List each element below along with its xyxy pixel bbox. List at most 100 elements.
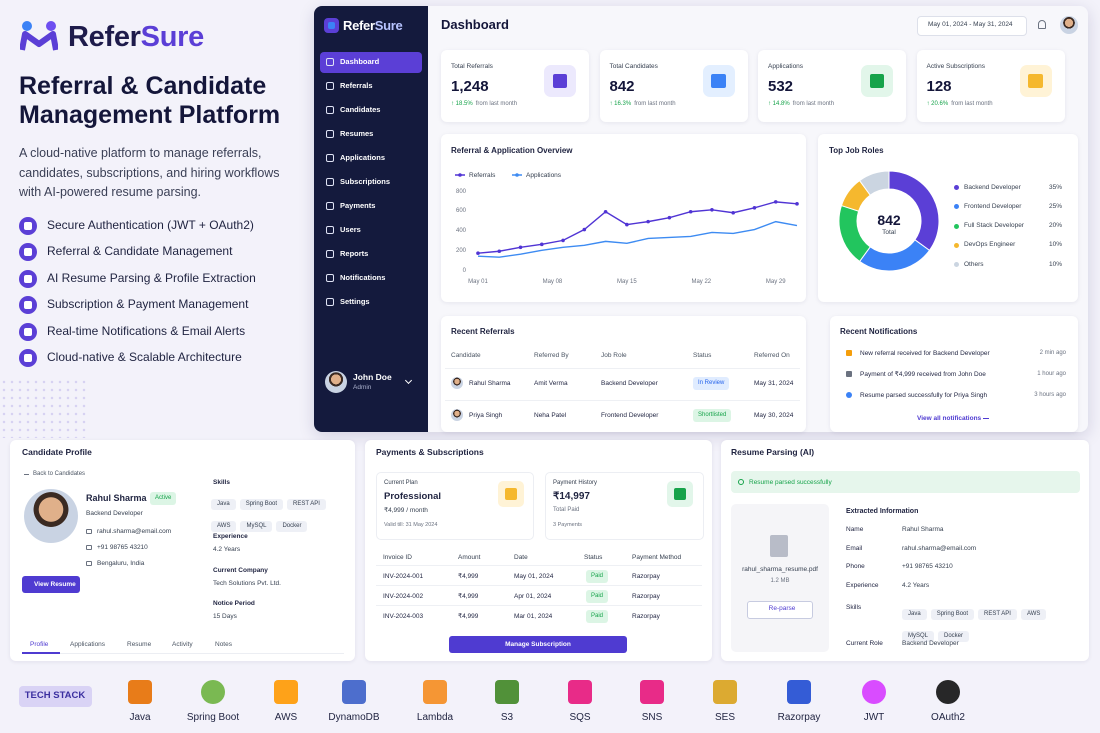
stat-change-value: ↑ 18.5% bbox=[451, 101, 473, 107]
skill-chip: Docker bbox=[276, 520, 308, 532]
x-tick-label: May 15 bbox=[617, 279, 637, 285]
nav-item[interactable]: Reports bbox=[340, 249, 369, 258]
back-link[interactable]: Back to Candidates bbox=[33, 471, 86, 477]
plan-name: Professional bbox=[384, 491, 442, 502]
donut-center-label: Total bbox=[882, 229, 896, 236]
notification-time: 1 hour ago bbox=[1037, 370, 1066, 377]
chart-title: Top Job Roles bbox=[829, 146, 884, 155]
tech-icon bbox=[201, 680, 225, 704]
tech-name: S3 bbox=[500, 712, 514, 723]
nav-icon bbox=[326, 178, 334, 186]
view-resume-button[interactable] bbox=[22, 576, 80, 593]
candidate-card bbox=[10, 440, 355, 661]
y-tick-label: 600 bbox=[455, 208, 466, 215]
icon bbox=[544, 65, 576, 97]
nav-item[interactable]: Referrals bbox=[340, 81, 373, 90]
chart-title: Referral & Application Overview bbox=[451, 146, 573, 155]
referrals-card bbox=[441, 316, 806, 432]
status-badge: In Review bbox=[693, 377, 730, 390]
card-title: Recent Referrals bbox=[451, 327, 515, 336]
field-label: Notice Period bbox=[213, 600, 255, 607]
nav-item[interactable]: Users bbox=[340, 225, 361, 234]
user-name: John Doe bbox=[353, 372, 392, 382]
tab[interactable]: Resume bbox=[127, 641, 152, 648]
feature-item: AI Resume Parsing & Profile Extraction bbox=[47, 270, 256, 285]
tab[interactable]: Applications bbox=[70, 641, 106, 648]
row-divider bbox=[376, 605, 702, 606]
y-tick-label: 200 bbox=[455, 247, 466, 254]
field-value: Tech Solutions Pvt. Ltd. bbox=[213, 579, 281, 587]
icon-glyph bbox=[711, 73, 726, 89]
contact-phone: +91 98765 43210 bbox=[97, 544, 148, 551]
tech-icon bbox=[342, 680, 366, 704]
contact-icon bbox=[86, 561, 92, 566]
nav-icon bbox=[326, 130, 334, 138]
skill-chip: Spring Boot bbox=[930, 609, 975, 620]
nav-icon bbox=[326, 58, 334, 66]
date-picker[interactable] bbox=[917, 16, 1027, 36]
tech-icon bbox=[568, 680, 592, 704]
table-cell: ₹4,999 bbox=[458, 612, 479, 620]
page-title: Dashboard bbox=[441, 17, 509, 32]
hero-description: A cloud-native platform to manage referr… bbox=[19, 146, 280, 199]
status-badge: Paid bbox=[586, 610, 609, 623]
column-header: Date bbox=[514, 554, 528, 561]
legend-label: Full Stack Developer bbox=[964, 222, 1024, 230]
table-cell: ₹4,999 bbox=[458, 592, 479, 600]
icon bbox=[19, 243, 37, 262]
nav-item[interactable]: Applications bbox=[340, 153, 386, 162]
feature-item: Cloud-native & Scalable Architecture bbox=[47, 350, 242, 364]
date-range[interactable]: May 01, 2024 - May 31, 2024 bbox=[928, 21, 1013, 28]
nav-item[interactable]: Candidates bbox=[340, 105, 381, 114]
icon bbox=[19, 322, 37, 341]
field-label: Experience bbox=[846, 581, 879, 589]
contact-email: rahul.sharma@email.com bbox=[97, 528, 172, 535]
button-label[interactable]: View Resume bbox=[34, 581, 76, 588]
tech-name: JWT bbox=[863, 712, 885, 723]
hero-title: Referral & Candidate Management Platform bbox=[19, 72, 281, 129]
nav-item[interactable]: Dashboard bbox=[340, 57, 380, 66]
stat-label: Total Referrals bbox=[451, 63, 493, 70]
success-text: Resume parsed successfully bbox=[749, 479, 832, 486]
file-name: rahul_sharma_resume.pdf bbox=[742, 566, 818, 573]
table-cell: Apr 01, 2024 bbox=[514, 592, 552, 600]
column-header: Candidate bbox=[451, 352, 481, 359]
x-tick-label: May 08 bbox=[542, 279, 563, 285]
table-cell: Amit Verma bbox=[534, 379, 568, 387]
icon-glyph bbox=[328, 22, 335, 29]
history-label: Payment History bbox=[553, 480, 598, 486]
contact-location: Bengaluru, India bbox=[97, 560, 145, 567]
status-badge: Paid bbox=[586, 590, 609, 603]
tab[interactable]: Activity bbox=[172, 641, 193, 648]
nav-item[interactable]: Payments bbox=[340, 201, 376, 210]
value-label: 35% bbox=[1048, 183, 1062, 191]
tab[interactable]: Notes bbox=[215, 641, 232, 648]
nav-item[interactable]: Notifications bbox=[340, 273, 386, 282]
skill-chip: Java bbox=[211, 499, 236, 510]
icon-glyph bbox=[24, 222, 32, 230]
tech-name: AWS bbox=[274, 712, 298, 723]
nav-icon bbox=[326, 106, 334, 114]
logo-dot bbox=[46, 21, 56, 31]
stat-change-value: ↑ 16.3% bbox=[609, 101, 632, 107]
nav-item[interactable]: Subscriptions bbox=[340, 177, 391, 186]
reparse-button[interactable] bbox=[747, 601, 813, 619]
nav-item[interactable]: Settings bbox=[340, 297, 370, 306]
nav-item[interactable]: Resumes bbox=[340, 129, 374, 138]
contact-icon bbox=[86, 545, 92, 550]
field-value: Backend Developer bbox=[902, 640, 959, 647]
brand-accent: Sure bbox=[374, 18, 403, 33]
status-badge: Shortlisted bbox=[693, 409, 732, 422]
tech-icon bbox=[862, 680, 886, 704]
bell-icon bbox=[1038, 20, 1046, 29]
field-value: +91 98765 43210 bbox=[902, 563, 953, 570]
table-cell: INV-2024-002 bbox=[383, 592, 424, 600]
view-all-link[interactable]: View all notifications bbox=[917, 415, 982, 422]
history-total-label: Total Paid bbox=[553, 507, 580, 513]
icon bbox=[702, 65, 735, 97]
manage-button[interactable] bbox=[449, 636, 627, 653]
tab[interactable]: Profile bbox=[30, 641, 49, 648]
back-arrow bbox=[24, 474, 29, 476]
